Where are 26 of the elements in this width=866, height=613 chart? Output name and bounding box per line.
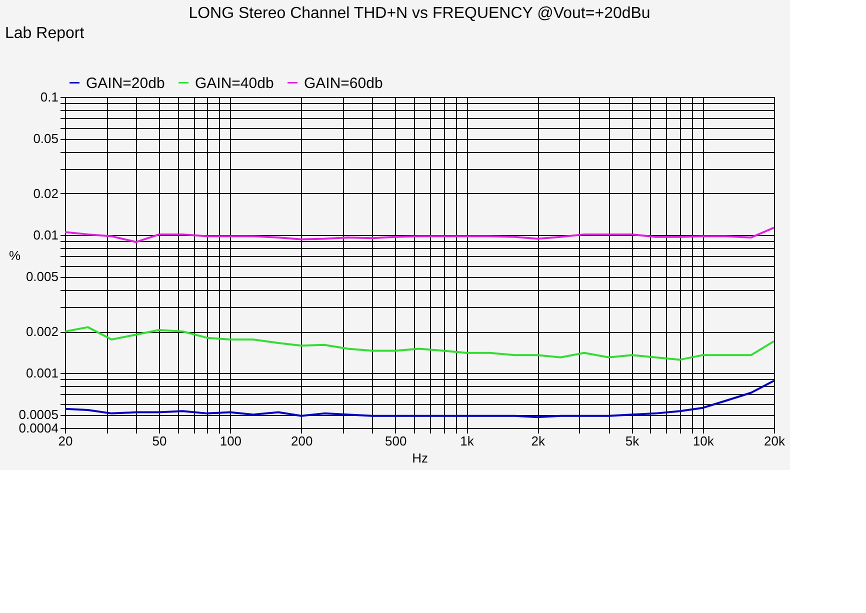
legend-label: GAIN=60db (304, 74, 383, 92)
y-tick-label: 0.0005 (18, 407, 58, 422)
x-tick-label: 50 (152, 434, 167, 448)
x-tick-label: 20 (58, 434, 73, 448)
legend-label: GAIN=40db (195, 74, 274, 92)
x-tick-label: 1k (460, 434, 474, 448)
y-tick-label: 0.01 (33, 228, 58, 243)
x-tick-label: 500 (385, 434, 407, 448)
x-tick-label: 200 (290, 434, 313, 448)
y-tick-label: 0.0004 (18, 420, 58, 436)
y-tick-label: 0.05 (33, 131, 58, 146)
x-tick-label: 5k (625, 434, 640, 448)
x-tick-label: 2k (531, 434, 546, 448)
chart-title: LONG Stereo Channel THD+N vs FREQUENCY @Vout=+20dBu (188, 5, 650, 22)
legend-label: GAIN=20db (86, 74, 165, 92)
y-axis-title: % (8, 248, 21, 263)
x-tick-label: 10k (692, 434, 714, 448)
y-tick-label: 0.1 (40, 90, 58, 104)
y-tick-label: 0.005 (26, 269, 58, 284)
y-tick-label: 0.001 (26, 366, 58, 381)
x-axis-title: Hz (412, 450, 428, 466)
x-tick-label: 100 (220, 434, 242, 448)
y-tick-label: 0.002 (26, 324, 58, 340)
y-tick-label: 0.02 (33, 186, 58, 201)
text: Lab Report (5, 25, 85, 42)
x-tick-label: 20k (764, 434, 786, 448)
